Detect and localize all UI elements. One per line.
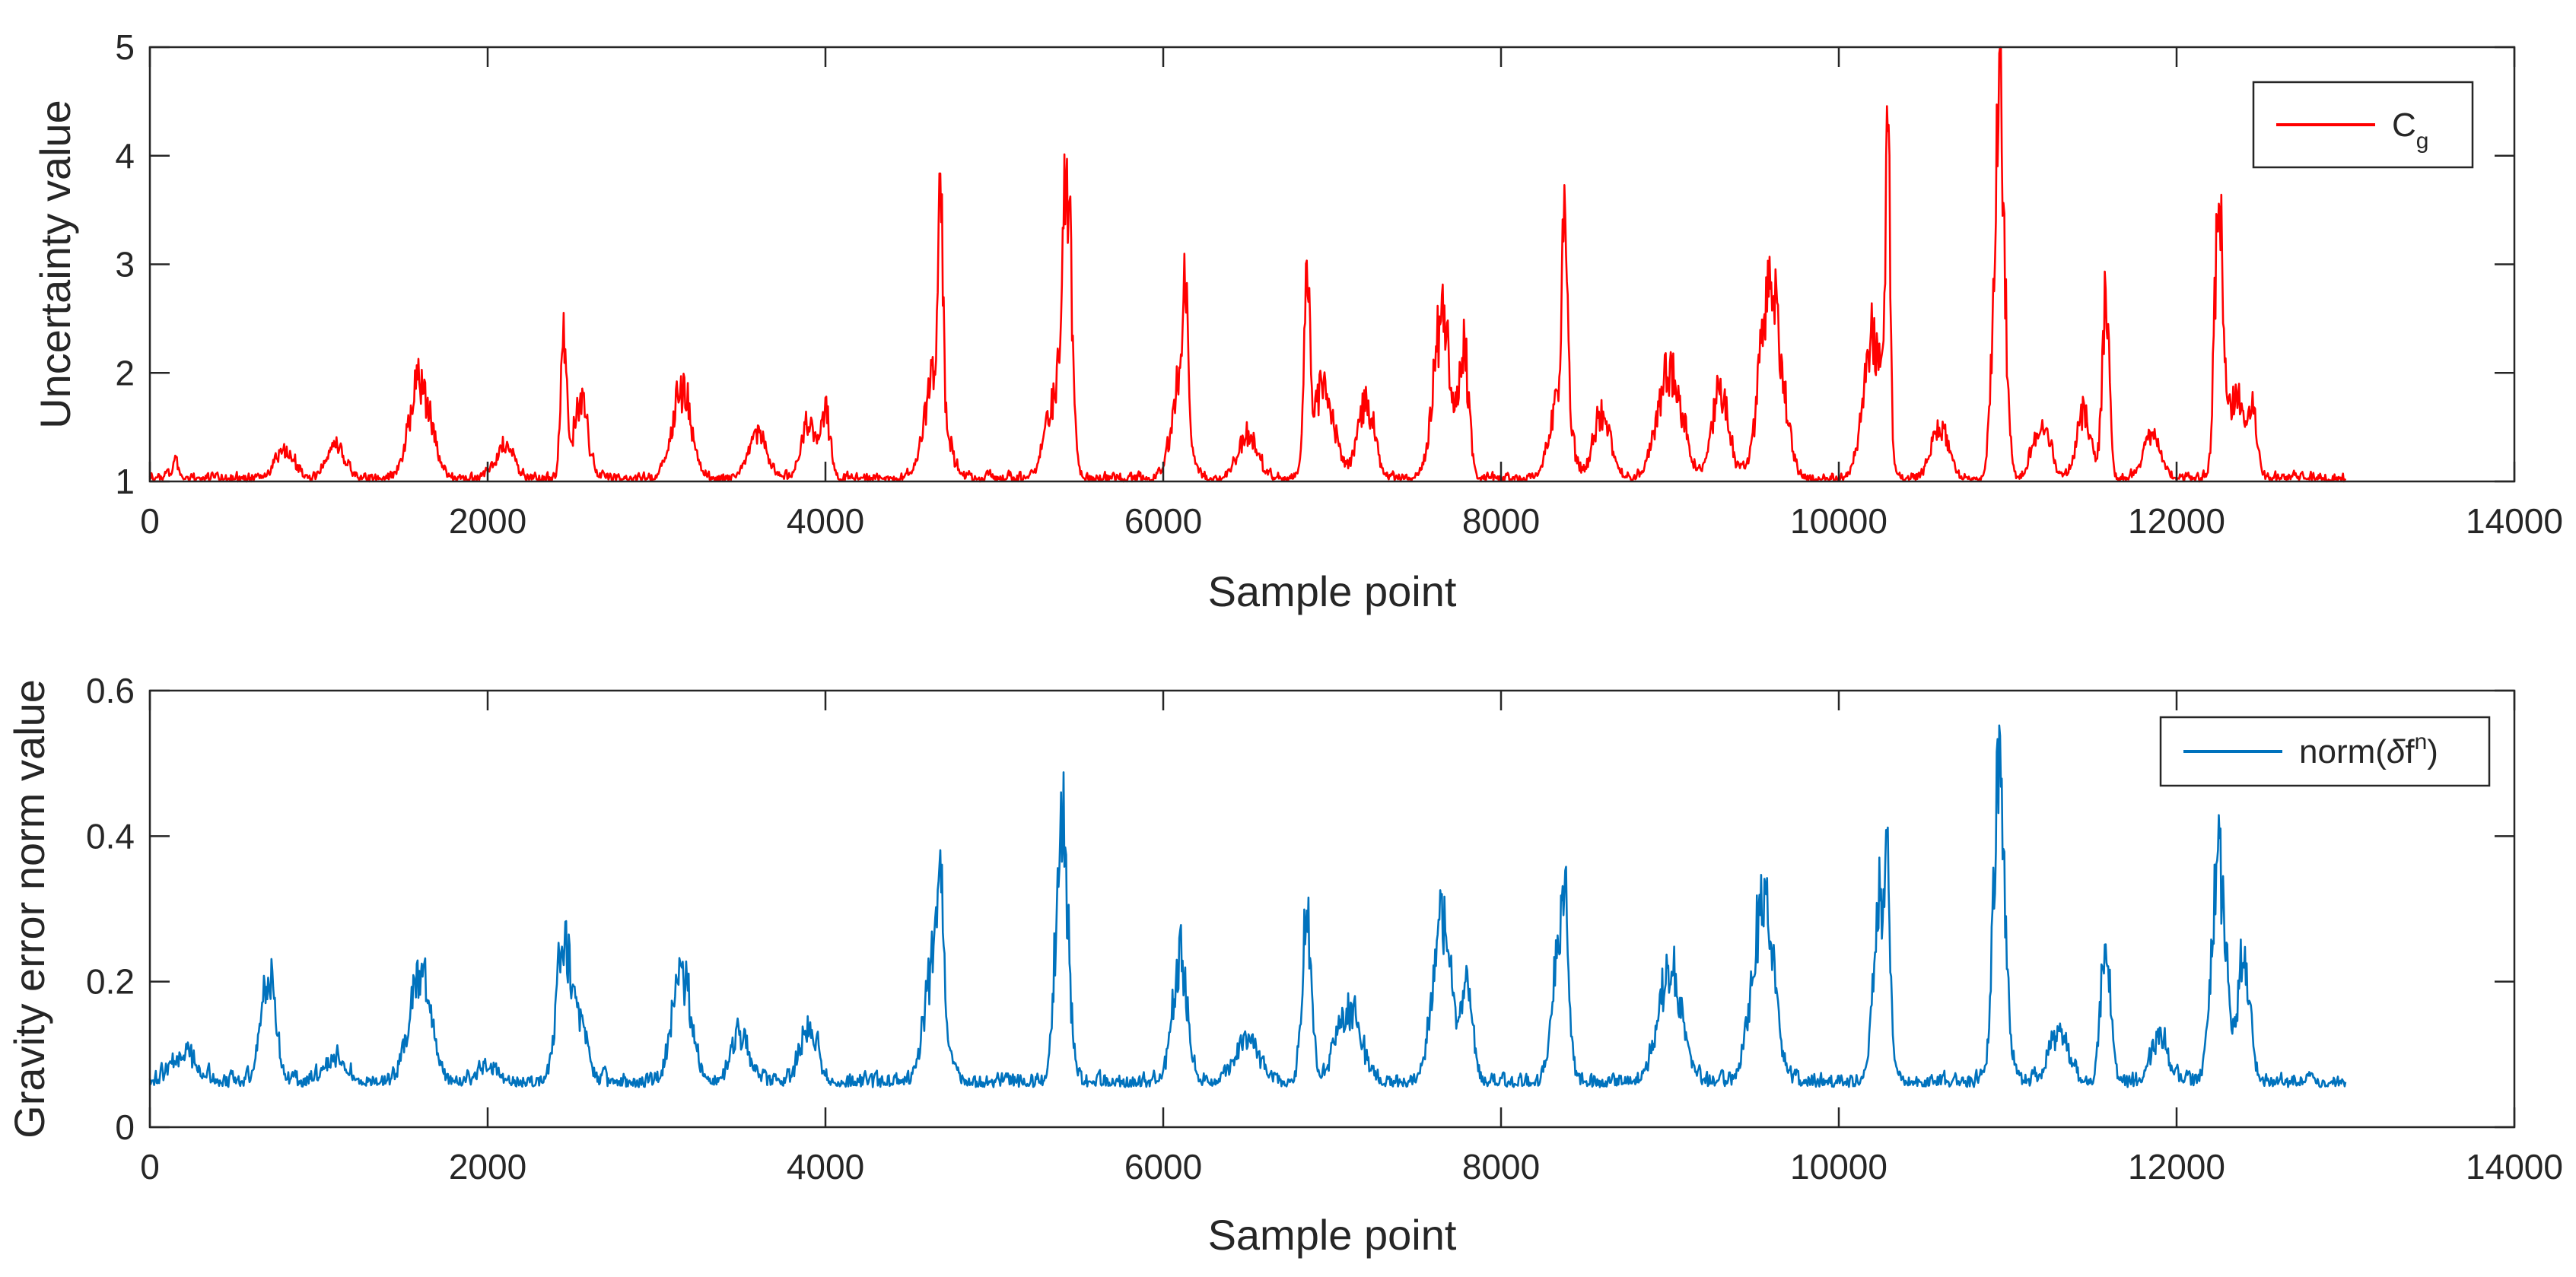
x-tick-label: 6000 [1124, 1147, 1202, 1186]
x-tick-label: 12000 [2128, 501, 2225, 541]
x-tick-label: 0 [140, 501, 160, 541]
series-line-Cg [148, 46, 2347, 483]
y-axis-label: Uncertainty value [31, 100, 79, 429]
y-tick-label: 0 [115, 1107, 135, 1147]
x-tick-label: 4000 [787, 1147, 864, 1186]
y-tick-label: 1 [115, 462, 135, 501]
series-line-normfn [148, 724, 2347, 1088]
x-tick-label: 2000 [449, 501, 526, 541]
plot-area [150, 691, 2514, 1127]
x-tick-label: 4000 [787, 501, 864, 541]
chart-gravity-error: 0 2000 4000 6000 8000 10000 12000 14000 0 0.2 0.4 0… [5, 671, 2563, 1259]
chart-uncertainty: 0 2000 4000 6000 8000 10000 12000 14000 1 2 3 4 5 Sam… [31, 27, 2563, 615]
y-tick-label: 0.4 [86, 816, 135, 856]
y-tick-label: 5 [115, 27, 135, 67]
plot-area [150, 47, 2514, 481]
x-axis-label: Sample point [1208, 1211, 1457, 1259]
y-tick-label: 0.2 [86, 962, 135, 1002]
legend-label: Cg [2392, 106, 2428, 154]
y-tick-label: 0.6 [86, 671, 135, 710]
x-tick-label: 14000 [2466, 1147, 2563, 1186]
x-tick-label: 8000 [1462, 501, 1540, 541]
x-tick-label: 12000 [2128, 1147, 2225, 1186]
x-tick-label: 14000 [2466, 501, 2563, 541]
y-tick-label: 4 [115, 136, 135, 176]
y-tick-label: 3 [115, 245, 135, 284]
x-tick-label: 10000 [1790, 501, 1887, 541]
x-tick-label: 6000 [1124, 501, 1202, 541]
legend: norm(δfn) [2159, 716, 2491, 787]
x-tick-label: 2000 [449, 1147, 526, 1186]
x-tick-label: 8000 [1462, 1147, 1540, 1186]
y-axis-label: Gravity error norm value [5, 679, 53, 1139]
axes-box [148, 689, 2516, 1129]
legend-label: norm(δfn) [2299, 729, 2438, 770]
x-tick-label: 0 [140, 1147, 160, 1186]
x-tick-label: 10000 [1790, 1147, 1887, 1186]
x-axis-label: Sample point [1208, 567, 1457, 615]
y-tick-label: 2 [115, 353, 135, 392]
legend: Cg [2252, 81, 2474, 169]
